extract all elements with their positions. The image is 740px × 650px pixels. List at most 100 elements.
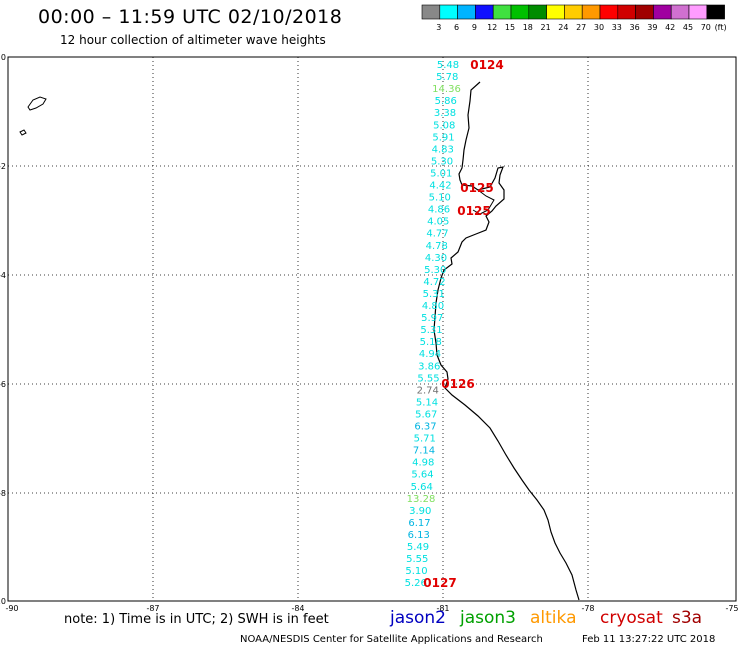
small-island <box>19 129 27 136</box>
wave-height-label: 4.83 <box>432 144 454 155</box>
lon-tick-label: -90 <box>5 604 18 613</box>
wave-height-label: 4.72 <box>423 277 445 288</box>
wave-height-label: 5.14 <box>416 397 438 408</box>
wave-height-label: 5.08 <box>433 120 455 131</box>
legend-swatch <box>457 4 476 20</box>
wave-height-label: 5.78 <box>436 72 458 83</box>
lat-tick-label: -8 <box>0 489 6 498</box>
legend-swatch <box>564 4 583 20</box>
wave-height-label: 5.10 <box>405 566 427 577</box>
legend-swatch <box>617 4 636 20</box>
legend-swatch <box>688 4 708 20</box>
cycle-label: 0124 <box>470 58 503 72</box>
map-subtitle: 12 hour collection of altimeter wave hei… <box>60 33 326 47</box>
wave-height-label: 5.18 <box>420 337 442 348</box>
wave-height-label: 5.48 <box>437 60 459 71</box>
legend-swatch <box>439 4 458 20</box>
wave-height-label: 6.37 <box>414 422 436 433</box>
wave-height-label: 5.30 <box>424 265 446 276</box>
lat-tick-label: -10 <box>0 597 6 606</box>
legend-tick-label: 3 <box>436 23 441 32</box>
legend-swatch <box>706 4 725 20</box>
legend-tick-label: 39 <box>647 23 657 32</box>
color-legend: 3 6 9 12 15 18 21 24 27 30 33 36 39 42 45 70 (ft) <box>421 4 727 32</box>
legend-tick-label: 30 <box>594 23 604 32</box>
legend-swatch <box>599 4 619 20</box>
legend-tick-label: 21 <box>541 23 551 32</box>
lon-tick-label: -78 <box>581 604 594 613</box>
wave-height-label: 4.80 <box>422 301 444 312</box>
lat-tick-label: -4 <box>0 271 6 280</box>
wave-height-label: 5.71 <box>414 434 436 445</box>
wave-height-label: 5.55 <box>417 373 439 384</box>
wave-height-label: 4.78 <box>426 241 448 252</box>
cycle-label: 0126 <box>441 377 474 391</box>
wave-height-label: 5.31 <box>423 289 445 300</box>
map-title: 00:00 – 11:59 UTC 02/10/2018 <box>38 6 343 28</box>
wave-height-label: 5.31 <box>420 325 442 336</box>
legend-unit: (ft) <box>715 23 727 32</box>
lon-tick-label: -84 <box>291 604 304 613</box>
wave-height-label: 5.67 <box>415 409 437 420</box>
legend-tick-label: 24 <box>558 23 568 32</box>
legend-tick-label: 33 <box>612 23 622 32</box>
wave-height-label: 4.86 <box>428 205 450 216</box>
legend-swatch <box>528 4 547 20</box>
legend-tick-label: 15 <box>505 23 515 32</box>
cycle-label: 0127 <box>423 576 456 590</box>
wave-height-label: 3.90 <box>409 506 431 517</box>
lon-tick-label: -81 <box>436 604 449 613</box>
satellite-jason2: jason2 <box>390 608 446 628</box>
legend-tick-label: 6 <box>454 23 459 32</box>
graticule <box>8 57 736 601</box>
wave-height-label: 6.13 <box>408 530 430 541</box>
lon-tick-label: -87 <box>146 604 159 613</box>
legend-tick-label: 70 <box>701 23 711 32</box>
gulf-inlet <box>472 189 495 215</box>
wave-height-label: 5.01 <box>430 168 452 179</box>
wave-height-label: 4.30 <box>425 253 447 264</box>
legend-swatch <box>510 4 530 20</box>
wave-height-label: 13.28 <box>407 494 436 505</box>
wave-height-label: 4.05 <box>427 217 449 228</box>
wave-height-label: 4.94 <box>419 349 441 360</box>
legend-tick-label: 12 <box>487 23 497 32</box>
wave-height-label: 5.91 <box>432 132 454 143</box>
wave-height-label: 5.97 <box>421 313 443 324</box>
wave-height-label: 7.14 <box>413 446 435 457</box>
wave-height-label: 3.86 <box>418 361 440 372</box>
axis-ticks: -90 -87 -84 -81 -78 -75 0 -2 -4 -6 -8 -10 <box>0 53 739 613</box>
wave-height-label: 4.98 <box>412 458 434 469</box>
coastline <box>433 81 580 601</box>
generated-timestamp: Feb 11 13:27:22 UTC 2018 <box>582 634 716 645</box>
wave-height-label: 14.36 <box>432 84 461 95</box>
legend-tick-label: 45 <box>683 23 693 32</box>
wave-height-label: 5.64 <box>411 470 433 481</box>
wave-height-label: 5.49 <box>407 542 429 553</box>
wave-height-label: 3.38 <box>434 108 456 119</box>
legend-tick-label: 9 <box>472 23 477 32</box>
legend-swatch <box>546 4 565 20</box>
satellite-altika: altika <box>530 608 577 628</box>
legend-swatch <box>653 4 672 20</box>
wave-height-label: 6.17 <box>408 518 430 529</box>
legend-tick-label: 36 <box>630 23 640 32</box>
legend-swatch <box>421 4 441 20</box>
wave-height-label: 5.30 <box>431 156 453 167</box>
cycle-label: 0125 <box>460 181 493 195</box>
cycle-labels: 0124 0125 0125 0126 0127 <box>423 58 503 590</box>
wave-height-label: 5.64 <box>411 482 433 493</box>
legend-swatch <box>492 4 512 20</box>
legend-swatch <box>635 4 654 20</box>
legend-tick-label: 27 <box>576 23 586 32</box>
legend-swatch <box>475 4 494 20</box>
cycle-label: 0125 <box>457 204 490 218</box>
lon-tick-label: -75 <box>725 604 738 613</box>
wave-height-label: 5.55 <box>406 554 428 565</box>
wave-height-label: 4.77 <box>426 229 448 240</box>
lat-tick-label: -2 <box>0 162 6 171</box>
wave-height-label: 5.86 <box>435 96 457 107</box>
map-frame <box>7 56 737 602</box>
satellite-s3a: s3a <box>672 608 703 628</box>
